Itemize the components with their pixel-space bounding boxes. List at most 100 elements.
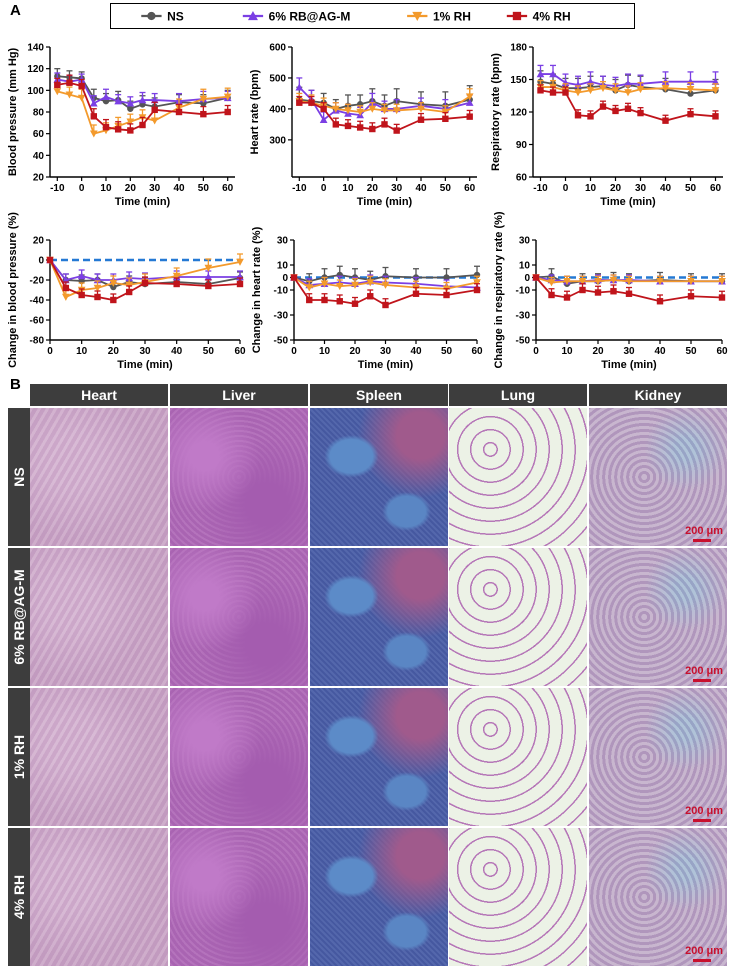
series-line	[293, 276, 478, 289]
x-tick-label: 50	[198, 183, 210, 194]
data-point	[594, 289, 602, 296]
data-point	[336, 298, 343, 305]
data-point	[443, 274, 450, 281]
data-point	[351, 300, 359, 307]
series-line	[298, 86, 470, 122]
data-point	[65, 91, 74, 99]
data-point	[718, 278, 726, 286]
scale-bar: 200 μm	[673, 805, 723, 823]
data-point	[625, 290, 633, 297]
data-point	[612, 107, 619, 115]
x-tick-label: 20	[125, 183, 137, 194]
data-point	[624, 79, 632, 88]
chart-1: 300 400 500 600 -10 0 10 20 30 40 50 60 Time (min) He…	[249, 43, 477, 208]
y-tick-label: -20	[30, 276, 45, 287]
data-point	[687, 278, 695, 286]
x-tick-label: 10	[585, 183, 597, 194]
series-4-rh	[537, 84, 719, 124]
data-point	[290, 274, 298, 281]
data-point	[586, 87, 595, 95]
data-point	[331, 105, 340, 113]
data-point	[548, 291, 555, 299]
y-tick-label: -80	[30, 336, 45, 347]
series-4-rh	[46, 256, 244, 304]
data-point	[172, 272, 181, 280]
x-tick-label: 50	[441, 346, 453, 357]
histology-image-spleen	[310, 688, 448, 826]
data-point	[102, 92, 110, 101]
data-point	[625, 278, 633, 286]
data-point	[126, 99, 135, 107]
histology-image-heart	[30, 828, 168, 966]
data-point	[53, 88, 62, 96]
data-point	[686, 86, 695, 94]
data-point	[296, 99, 303, 106]
data-point	[61, 293, 70, 301]
histology-image-spleen	[310, 408, 448, 546]
histology-image-lung	[449, 548, 587, 686]
data-point	[465, 93, 474, 101]
data-point	[656, 278, 664, 286]
data-point	[175, 108, 183, 116]
data-point	[417, 116, 425, 123]
data-point	[443, 291, 450, 299]
x-axis-label: Time (min)	[358, 359, 414, 371]
data-point	[199, 95, 208, 103]
data-point	[611, 87, 620, 95]
data-point	[537, 87, 544, 94]
row-header-label: NS	[11, 467, 27, 487]
x-tick-label: 30	[139, 346, 151, 357]
histology-image-heart	[30, 408, 168, 546]
data-point	[369, 125, 376, 133]
data-point	[89, 99, 98, 107]
y-tick-label: 300	[269, 135, 286, 146]
legend-marker-circle	[147, 11, 156, 21]
x-tick-label: 10	[100, 183, 112, 194]
y-tick-label: 150	[510, 75, 527, 86]
data-point	[624, 89, 632, 97]
data-point	[381, 121, 388, 128]
data-point	[173, 280, 180, 288]
series-4-rh	[532, 274, 726, 305]
scale-bar-label: 200 μm	[685, 525, 723, 537]
data-point	[125, 281, 134, 289]
row-header: 4% RH	[8, 828, 30, 966]
histology-image-heart	[30, 548, 168, 686]
x-tick-label: -10	[533, 183, 548, 194]
scale-bar-line	[693, 959, 711, 962]
column-header-kidney: Kidney	[589, 384, 727, 406]
data-point	[93, 284, 102, 292]
data-point	[547, 279, 556, 287]
x-tick-label: 20	[610, 183, 622, 194]
scale-bar-line	[693, 539, 711, 542]
y-tick-label: 60	[516, 173, 528, 184]
x-tick-label: 20	[349, 346, 361, 357]
data-point	[536, 70, 545, 78]
data-point	[473, 286, 481, 294]
y-tick-label: 80	[33, 108, 45, 119]
data-point	[308, 99, 315, 106]
data-point	[367, 293, 374, 300]
x-tick-label: 0	[563, 183, 569, 194]
scale-bar: 200 μm	[673, 525, 723, 543]
legend-item-1: 6% RB@AG-M	[242, 10, 350, 24]
data-point	[295, 83, 304, 91]
column-header-heart: Heart	[30, 384, 168, 406]
scale-bar-line	[693, 679, 711, 682]
y-tick-label: 500	[269, 73, 286, 84]
x-tick-label: 40	[410, 346, 422, 357]
data-point	[610, 288, 617, 295]
data-point	[586, 77, 595, 85]
x-tick-label: 0	[47, 346, 53, 357]
data-point	[90, 113, 98, 120]
data-point	[466, 113, 473, 120]
y-axis-label: Change in heart rate (%)	[251, 226, 263, 353]
x-tick-label: 50	[203, 346, 215, 357]
row-header-label: 1% RH	[11, 734, 27, 780]
y-tick-label: 100	[27, 86, 44, 97]
x-tick-label: 0	[321, 183, 327, 194]
y-tick-label: -30	[274, 311, 289, 322]
chart-2: 60 90 120 150 180 -10 0 10 20 30 40 50 60 Time (min) R…	[490, 43, 723, 208]
x-tick-label: 40	[171, 346, 183, 357]
